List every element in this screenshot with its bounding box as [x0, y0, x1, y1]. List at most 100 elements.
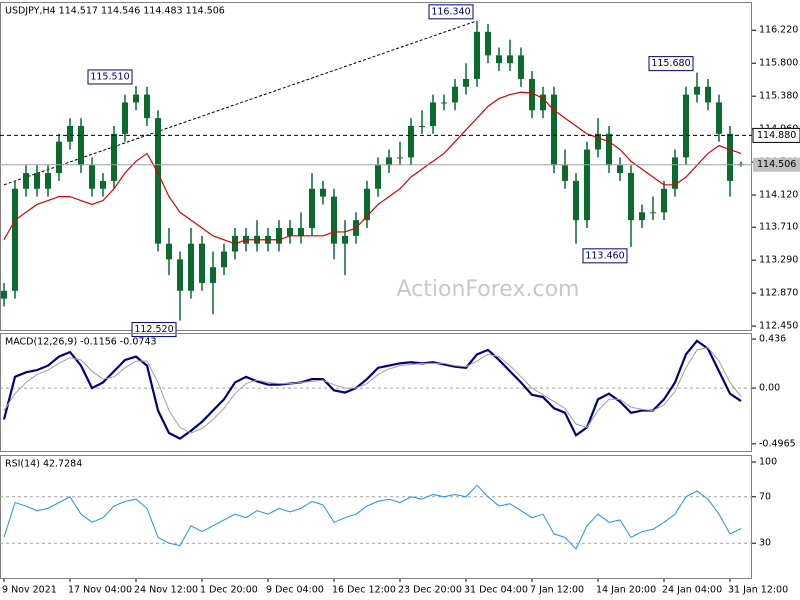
candle-body: [100, 180, 106, 189]
candle-body: [397, 157, 403, 159]
x-tick-label: 14 Jan 20:00: [596, 585, 656, 596]
y-tick-label: 112.870: [759, 288, 798, 299]
candle-body: [419, 125, 425, 127]
candle-body: [155, 118, 161, 244]
y-tick-label: 100: [759, 456, 777, 467]
x-tick-label: 7 Jan 12:00: [530, 585, 584, 596]
candle-body: [144, 94, 150, 119]
price-label: 114.506: [757, 159, 796, 170]
moving-average: [3, 91, 742, 245]
candle-body: [716, 102, 722, 134]
candle-body: [188, 243, 194, 291]
watermark: ActionForex.com: [397, 277, 580, 302]
candle-body: [485, 31, 491, 56]
indicator-line: [2, 339, 742, 440]
y-tick-label: 115.800: [759, 58, 798, 69]
candle-body: [111, 133, 117, 181]
candle-body: [45, 173, 51, 189]
annotation-box: [648, 56, 694, 72]
trend-line: [3, 20, 478, 186]
candle-body: [12, 188, 18, 291]
panel-frame: [0, 333, 752, 452]
candle-body: [705, 86, 711, 103]
panel-frame: [0, 455, 752, 579]
candle-body: [683, 94, 689, 158]
candle-body: [430, 102, 436, 126]
indicator-line: [3, 484, 742, 550]
candle-body: [210, 267, 216, 283]
x-tick-label: 16 Dec 12:00: [332, 585, 396, 596]
candle-body: [199, 243, 205, 283]
candle-body: [606, 133, 612, 166]
y-tick-label: 112.450: [759, 321, 798, 332]
panel-title: MACD(12,26,9) -0.1156 -0.0743: [5, 337, 157, 348]
candle-body: [540, 94, 546, 111]
x-tick-label: 9 Nov 2021: [2, 585, 57, 596]
candle-body: [67, 125, 73, 142]
annotation-label: 115.680: [651, 58, 690, 69]
annotation-label: 112.520: [134, 324, 173, 335]
candle-body: [727, 133, 733, 181]
candle-body: [375, 165, 381, 189]
candle-body: [584, 149, 590, 221]
y-tick-label: 0.00: [759, 383, 780, 394]
candle-body: [34, 173, 40, 189]
candle-body: [331, 196, 337, 244]
candle-body: [617, 165, 623, 174]
annotation-label: 115.510: [90, 71, 129, 82]
x-tick-label: 23 Dec 20:00: [398, 585, 462, 596]
candle-body: [639, 212, 645, 221]
candle-body: [342, 235, 348, 244]
candle-body: [529, 78, 535, 111]
x-tick-label: 24 Nov 12:00: [134, 585, 198, 596]
x-tick-label: 17 Nov 04:00: [68, 585, 132, 596]
candle-body: [628, 173, 634, 221]
candle-body: [309, 188, 315, 228]
annotation-box: [428, 4, 474, 20]
panel-title: RSI(14) 42.7284: [5, 459, 82, 470]
y-tick-label: 114.120: [759, 190, 798, 201]
panel-title: USDJPY,H4 114.517 114.546 114.483 114.50…: [5, 6, 225, 17]
x-tick-label: 24 Jan 04:00: [662, 585, 722, 596]
y-tick-label: 70: [759, 491, 771, 502]
x-tick-label: 9 Dec 04:00: [266, 585, 324, 596]
candle-body: [287, 227, 293, 236]
candle-body: [122, 102, 128, 134]
candle-body: [661, 188, 667, 213]
price-label-box: [753, 157, 800, 172]
candle-body: [166, 243, 172, 260]
candle-body: [441, 102, 447, 104]
candle-body: [551, 94, 557, 166]
y-tick-label: 115.380: [759, 91, 798, 102]
candle-body: [595, 133, 601, 150]
candle-body: [23, 173, 29, 189]
candle-body: [78, 125, 84, 166]
y-tick-label: -0.4965: [759, 438, 796, 449]
candle-body: [474, 31, 480, 79]
candle-body: [496, 55, 502, 64]
candle-body: [221, 251, 227, 268]
candle-body: [1, 290, 7, 299]
candle-body: [408, 125, 414, 158]
candle-body: [133, 94, 139, 103]
candle-body: [562, 165, 568, 181]
candle-body: [672, 157, 678, 189]
candle-body: [452, 86, 458, 103]
panel-frame: [0, 2, 752, 331]
y-tick-label: 30: [759, 538, 771, 549]
candle-body: [650, 212, 656, 214]
annotation-box: [87, 69, 133, 85]
y-tick-label: 113.290: [759, 255, 798, 266]
candle-body: [56, 141, 62, 174]
price-label: 114.880: [757, 130, 796, 141]
y-tick-label: 0.436: [759, 334, 786, 345]
price-label-box: [752, 127, 800, 143]
candle-body: [463, 78, 469, 87]
candle-body: [386, 157, 392, 166]
x-tick-label: 1 Dec 20:00: [200, 585, 258, 596]
candle-body: [298, 227, 304, 236]
annotation-box: [582, 248, 628, 264]
